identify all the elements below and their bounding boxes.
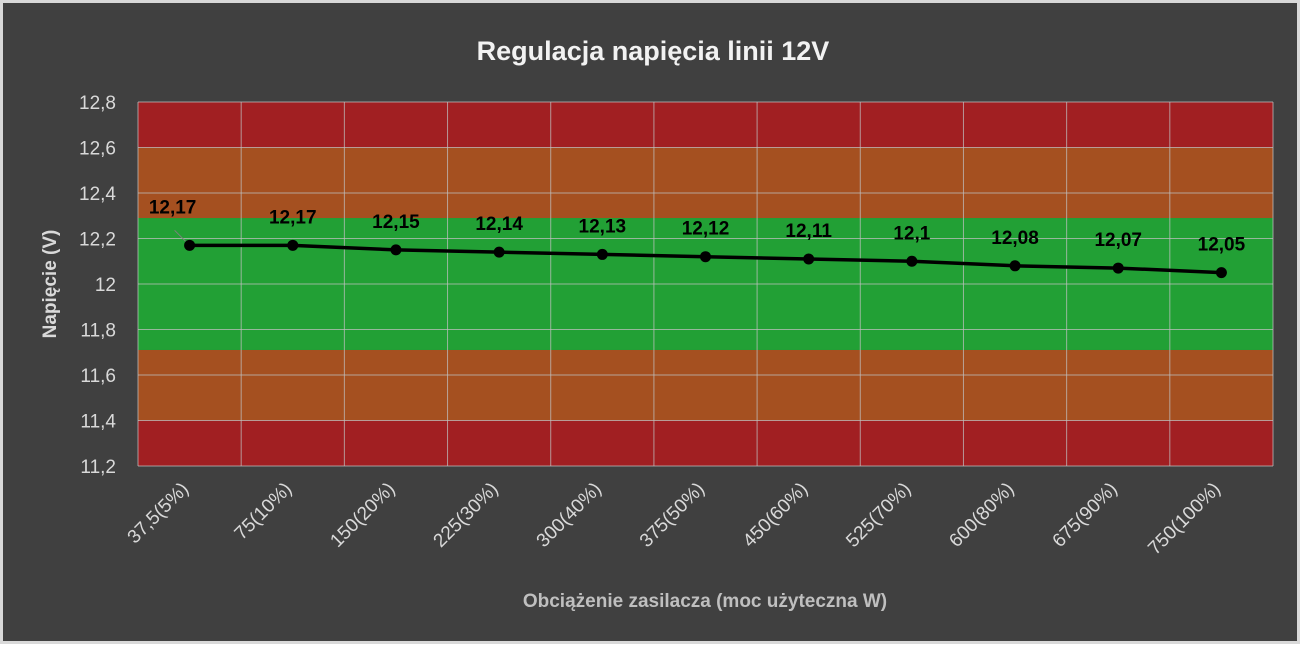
y-tick-labels: 11,2 11,4 11,6 11,8 12 12,2 12,4 12,6 12,8 [79, 93, 116, 478]
data-label: 12,12 [682, 219, 730, 240]
y-tick-label: 11,8 [80, 321, 116, 342]
band-1 [138, 349, 1273, 421]
y-axis-title: Napięcie (V) [40, 230, 61, 339]
x-tick-label: 75(10%) [231, 479, 297, 545]
y-tick-label: 12,2 [79, 230, 116, 251]
x-tick-labels: 37,5(5%) 75(10%) 150(20%) 225(30%) 300(40%) 3… [124, 479, 1225, 560]
y-tick-label: 11,4 [80, 412, 116, 433]
data-point [700, 251, 711, 263]
series-points [184, 239, 1227, 279]
data-point [906, 255, 918, 267]
data-label: 12,11 [785, 221, 832, 242]
label-leader-line [174, 229, 186, 242]
data-point [1112, 262, 1124, 274]
x-tick-label: 450(60%) [739, 479, 812, 552]
x-tick-label: 600(80%) [945, 479, 1018, 552]
band-3 [138, 147, 1273, 219]
data-label: 12,15 [372, 212, 420, 233]
data-label: 12,17 [269, 207, 317, 228]
x-tick-label: 225(30%) [430, 479, 503, 552]
x-tick-label: 375(50%) [636, 479, 709, 552]
data-point [803, 253, 815, 265]
data-label: 12,08 [991, 228, 1039, 249]
x-tick-label: 750(100%) [1144, 479, 1225, 560]
data-point [184, 239, 196, 251]
data-label: 12,05 [1198, 235, 1246, 256]
data-labels: 12,17 12,17 12,15 12,14 12,13 12,12 12,11 12,1 1… [149, 197, 1246, 255]
band-0 [138, 420, 1273, 466]
y-tick-label: 11,6 [80, 366, 116, 387]
data-point [493, 246, 505, 258]
data-point [1009, 260, 1021, 272]
y-tick-label: 11,2 [80, 457, 116, 478]
x-tick-label: 675(90%) [1049, 479, 1122, 552]
chart-svg: 11,2 11,4 11,6 11,8 12 12,2 12,4 12,6 12,8 37,5(… [40, 36, 1274, 612]
data-label: 12,13 [579, 216, 627, 237]
grid-lines [137, 101, 1274, 467]
x-tick-label: 300(40%) [533, 479, 606, 552]
data-label: 12,14 [475, 214, 523, 235]
x-tick-label: 150(20%) [326, 479, 399, 552]
data-point [596, 248, 608, 260]
x-axis-title: Obciążenie zasilacza (moc użyteczna W) [523, 591, 887, 612]
data-point [287, 239, 299, 251]
data-point [1215, 267, 1227, 279]
band-4 [138, 102, 1273, 148]
x-tick-label: 37,5(5%) [124, 479, 193, 548]
x-tick-label: 525(70%) [842, 479, 915, 552]
y-tick-label: 12,4 [79, 184, 116, 205]
data-point [390, 244, 402, 256]
y-tick-label: 12,6 [79, 139, 116, 160]
y-tick-label: 12 [95, 275, 116, 296]
data-label: 12,17 [149, 197, 197, 218]
data-label: 12,07 [1094, 230, 1142, 251]
y-tick-label: 12,8 [79, 93, 116, 114]
chart-title: Regulacja napięcia linii 12V [477, 36, 830, 66]
data-label: 12,1 [893, 223, 930, 244]
